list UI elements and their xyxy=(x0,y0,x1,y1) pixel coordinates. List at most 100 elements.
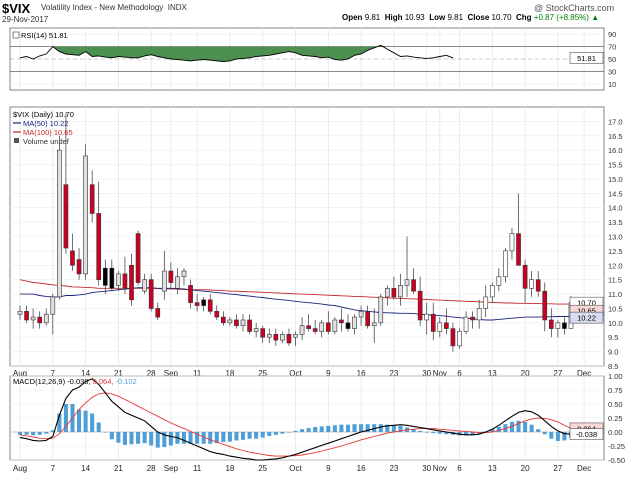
x-axis-label: 11 xyxy=(193,369,202,378)
candle-body xyxy=(286,334,292,344)
macd-y-tick: -0.25 xyxy=(608,442,625,451)
up-arrow-icon: ▲ xyxy=(591,13,600,22)
macd-histogram-bar xyxy=(339,424,344,432)
price-y-tick: 12.5 xyxy=(608,247,623,256)
rsi-y-tick: 90 xyxy=(608,30,616,39)
candle-body xyxy=(168,270,174,283)
x-axis-label: 23 xyxy=(389,464,398,473)
macd-histogram-bar xyxy=(293,430,298,432)
candle-body xyxy=(57,149,62,298)
price-y-tick: 10.0 xyxy=(608,319,623,328)
ma50-price-tag-box xyxy=(569,311,604,324)
candle-body xyxy=(253,328,259,332)
x-axis-label: 27 xyxy=(553,464,562,473)
candle-body xyxy=(109,267,115,289)
candle-body xyxy=(312,328,318,332)
x-axis-label: Sep xyxy=(164,369,179,378)
macd-histogram-bar xyxy=(240,432,246,440)
candle-body xyxy=(404,279,410,286)
macd-histogram-bar xyxy=(424,432,429,433)
x-axis-label: Aug xyxy=(13,369,27,378)
candle-body xyxy=(102,267,108,286)
candle-body xyxy=(89,184,95,214)
macd-histogram-bar xyxy=(391,425,396,432)
candle-body xyxy=(201,299,207,306)
macd-histogram-bar xyxy=(188,432,193,444)
macd-histogram-bar xyxy=(168,432,173,446)
macd-histogram-bar xyxy=(260,432,265,438)
candle-body xyxy=(30,316,36,321)
candle-body xyxy=(214,311,220,318)
candle-body xyxy=(535,279,541,292)
candle-body xyxy=(240,319,246,327)
candle-body xyxy=(43,313,49,324)
macd-histogram-bar xyxy=(319,426,324,432)
price-title: $VIX (Daily) 10.70 xyxy=(13,110,74,119)
candle-body xyxy=(352,316,357,329)
macd-legend: MACD(12,26,9) -0.038, 0.064, -0.102 xyxy=(13,377,137,386)
stockcharts-watermark: @ StockCharts.com xyxy=(534,3,615,13)
macd-y-tick: 0.50 xyxy=(608,400,623,409)
macd-histogram-bar xyxy=(267,432,272,436)
macd-histogram-bar xyxy=(286,432,291,433)
macd-histogram-bar xyxy=(411,429,416,432)
x-axis-label: Oct xyxy=(289,464,302,473)
x-axis-label: 21 xyxy=(114,369,123,378)
candle-body xyxy=(424,313,430,321)
candle-body xyxy=(63,184,69,249)
candle-body xyxy=(266,334,272,338)
price-y-tick: 11.5 xyxy=(608,276,622,285)
candle-body xyxy=(542,290,548,321)
macd-histogram-bar xyxy=(470,432,475,435)
rsi-y-tick: 30 xyxy=(608,67,616,76)
macd-y-tick: -0.50 xyxy=(608,456,625,465)
candle-body xyxy=(50,296,56,315)
candle-body xyxy=(299,325,305,335)
candle-body xyxy=(148,279,154,309)
macd-histogram-bar xyxy=(542,432,547,435)
candle-body xyxy=(306,325,311,329)
candle-body xyxy=(489,285,495,298)
macd-histogram-bar xyxy=(122,432,127,445)
macd-histogram-bar xyxy=(306,428,311,432)
macd-histogram-bar xyxy=(345,424,351,432)
candle-body xyxy=(450,328,456,347)
macd-histogram-bar xyxy=(313,426,318,432)
candle-body xyxy=(437,322,443,332)
macd-y-tick: 0.25 xyxy=(608,414,623,423)
candle-body xyxy=(444,322,449,329)
candle-body xyxy=(76,259,82,275)
rsi-legend-icon xyxy=(12,31,20,39)
x-axis-label: Oct xyxy=(289,369,302,378)
chart-header: $VIX Volatility Index - New Methodology … xyxy=(0,0,640,26)
macd-histogram-bar xyxy=(109,432,114,440)
candle-body xyxy=(470,316,475,321)
candle-body xyxy=(221,316,226,324)
candle-body xyxy=(122,273,128,289)
candle-body xyxy=(339,319,344,324)
macd-histogram-bar xyxy=(155,432,160,448)
candle-body xyxy=(555,322,561,329)
candle-body xyxy=(371,322,377,327)
x-axis-label: 13 xyxy=(488,369,497,378)
price-y-tick: 8.5 xyxy=(608,362,618,371)
x-axis-label: 23 xyxy=(389,369,398,378)
macd-line xyxy=(19,378,572,461)
x-axis-label: 30 xyxy=(422,369,431,378)
macd-histogram-bar xyxy=(536,429,541,432)
candle-body xyxy=(175,276,180,289)
macd-histogram-bar xyxy=(63,404,68,432)
macd-histogram-bar xyxy=(50,430,55,432)
volume-legend-icon xyxy=(14,138,19,143)
candle-body xyxy=(457,331,462,347)
candle-body xyxy=(398,285,403,298)
candle-body xyxy=(135,233,141,283)
price-y-tick: 17.0 xyxy=(608,117,623,126)
candle-body xyxy=(293,334,298,338)
candle-body xyxy=(516,233,521,266)
macd-histogram-bar xyxy=(359,424,364,432)
x-axis-label: 7 xyxy=(51,369,56,378)
x-axis-label: 6 xyxy=(457,369,462,378)
macd-histogram-bar xyxy=(529,424,534,432)
price-y-tick: 15.0 xyxy=(608,175,623,184)
